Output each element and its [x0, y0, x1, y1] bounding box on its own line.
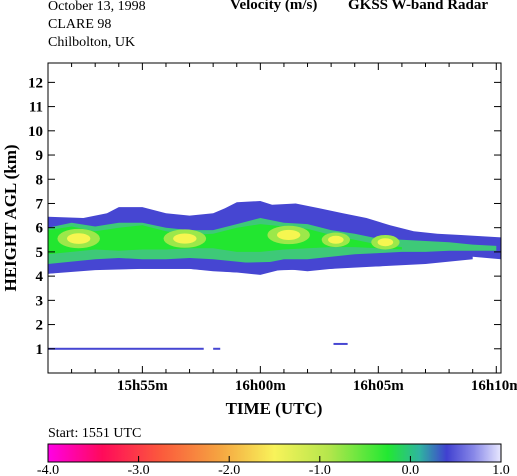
y-tick-label: 9	[36, 148, 44, 164]
y-tick-label: 7	[36, 196, 44, 212]
y-tick-label: 8	[36, 172, 44, 188]
instrument-label: GKSS W-band Radar	[348, 0, 489, 13]
low-echo-0	[48, 347, 204, 350]
start-time-label: Start: 1551 UTC	[48, 426, 142, 441]
echo-core-center-1	[173, 233, 197, 244]
x-tick-label: 15h55m	[117, 378, 168, 394]
echo-core-center-2	[276, 229, 301, 241]
echo-core-center-4	[377, 238, 394, 247]
y-tick-label: 12	[28, 75, 43, 91]
y-tick-label: 11	[29, 100, 43, 116]
y-tick-label: 4	[36, 269, 44, 285]
x-axis-title: TIME (UTC)	[226, 399, 323, 418]
campaign-label: CLARE 98	[48, 17, 112, 32]
echo-cloud-bright	[48, 224, 402, 255]
y-tick-label: 1	[36, 342, 44, 358]
date-label: October 13, 1998	[48, 0, 146, 14]
colorbar-label: -3.0	[128, 463, 150, 476]
quantity-label: Velocity (m/s)	[230, 0, 318, 13]
colorbar-label: -1.0	[309, 463, 331, 476]
colorbar-label: -2.0	[218, 463, 240, 476]
colorbar-label: -4.0	[37, 463, 59, 476]
low-echo-2	[333, 342, 348, 345]
low-echo-1	[213, 347, 221, 350]
colorbar	[47, 443, 502, 463]
colorbar-label: 1.0	[492, 463, 510, 476]
y-tick-label: 2	[36, 318, 44, 334]
y-tick-label: 3	[36, 293, 44, 309]
y-axis-title: HEIGHT AGL (km)	[1, 144, 20, 291]
x-tick-label: 16h05m	[353, 378, 404, 394]
y-tick-label: 5	[36, 245, 44, 261]
y-tick-label: 10	[28, 124, 43, 140]
x-tick-label: 16h10m	[471, 378, 517, 394]
site-label: Chilbolton, UK	[48, 35, 136, 50]
plot-frame	[47, 62, 502, 374]
echo-lower-band	[48, 253, 473, 274]
y-tick-label: 6	[36, 221, 44, 237]
echo-core-center-0	[66, 233, 91, 244]
echo-core-center-3	[328, 235, 344, 244]
x-tick-label: 16h00m	[235, 378, 286, 394]
colorbar-label: 0.0	[402, 463, 420, 476]
